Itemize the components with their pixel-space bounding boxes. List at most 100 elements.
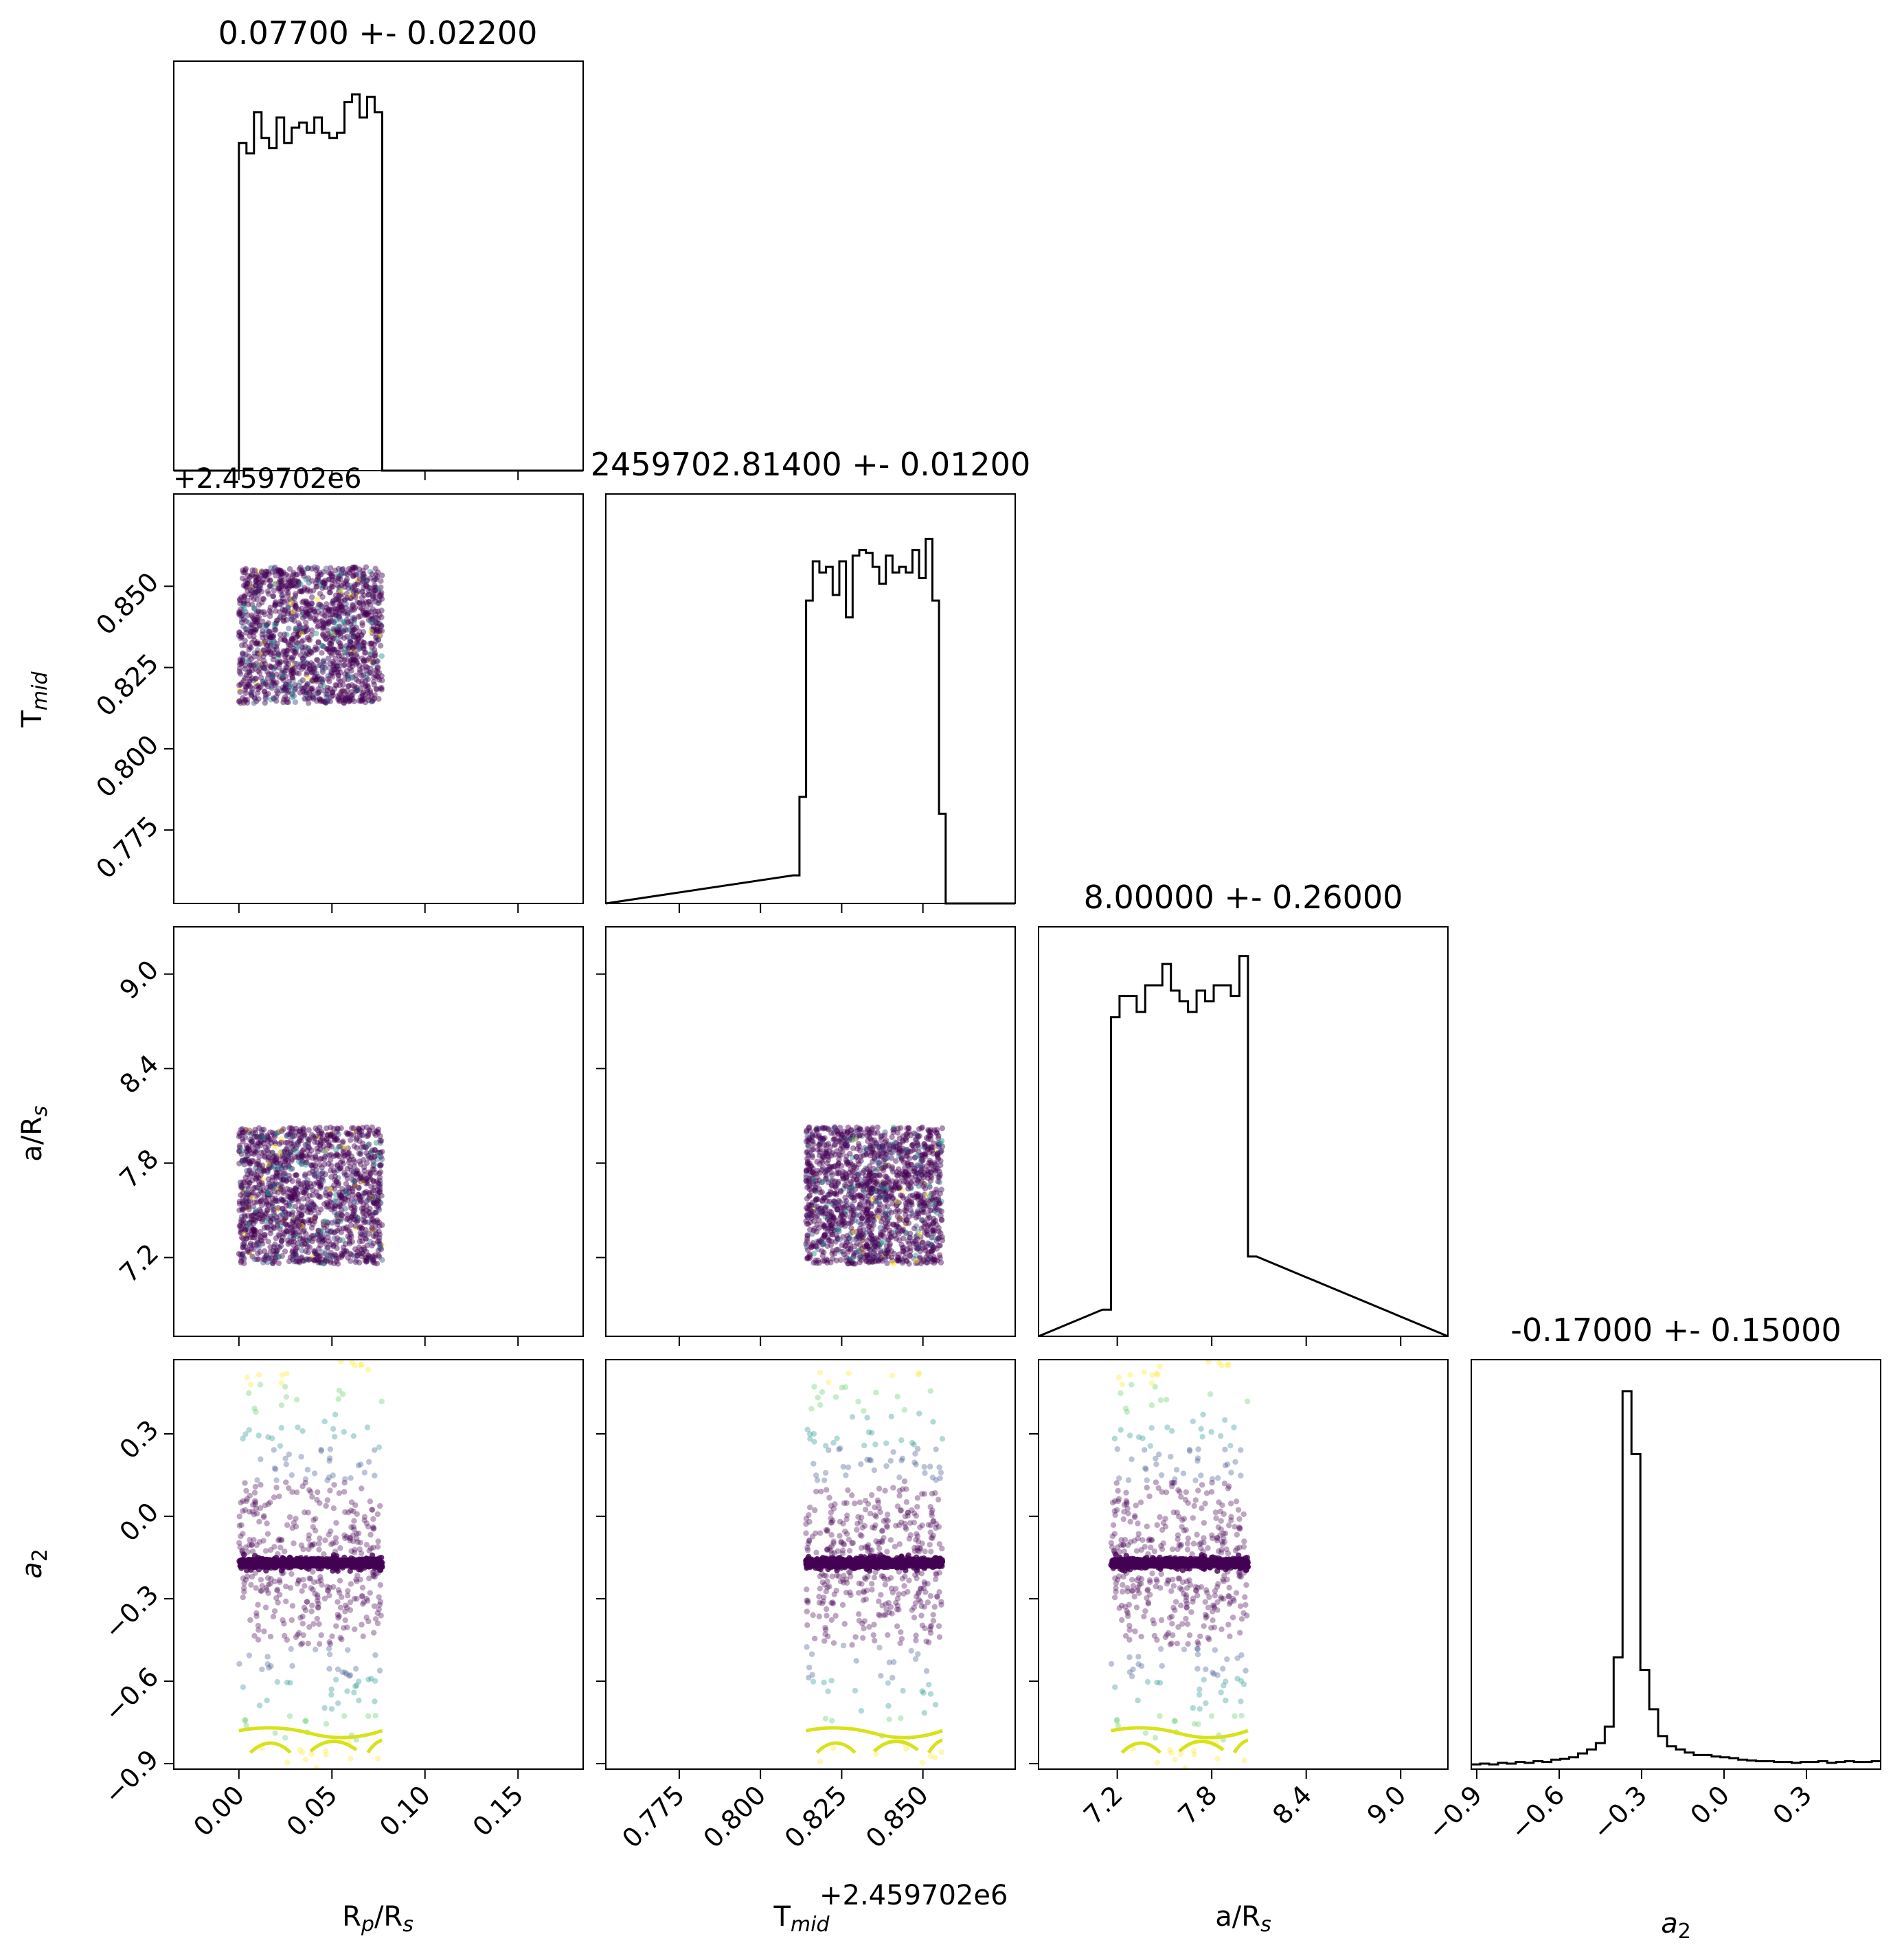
scatter-point — [251, 1511, 258, 1518]
scatter-point — [339, 604, 345, 610]
scatter-point — [256, 609, 262, 615]
scatter-point — [816, 1125, 822, 1132]
scatter-point — [238, 1219, 245, 1226]
scatter-point — [268, 651, 274, 657]
scatter-point — [868, 1232, 875, 1239]
scatter-point — [324, 1219, 331, 1226]
scatter-point — [264, 1201, 270, 1208]
scatter-point — [377, 1149, 384, 1156]
scatter-point — [921, 1151, 928, 1157]
scatter-point — [247, 1492, 253, 1499]
scatter-point — [868, 1190, 874, 1197]
scatter-point — [246, 1168, 253, 1174]
scatter-point — [335, 626, 341, 633]
scatter-point — [938, 1198, 944, 1205]
scatter-point — [285, 639, 291, 645]
scatter-point — [885, 1250, 891, 1256]
scatter-point — [360, 578, 366, 585]
scatter-point — [292, 1230, 299, 1237]
scatter-point — [342, 1241, 349, 1247]
scatter-point — [919, 1172, 925, 1178]
scatter-point — [264, 1207, 271, 1213]
scatter-point — [881, 1180, 887, 1187]
scatter-point — [883, 1243, 890, 1249]
scatter-point — [352, 564, 359, 570]
scatter-point — [823, 1146, 829, 1152]
scatter-point — [806, 1182, 813, 1188]
scatter-point — [838, 1162, 845, 1169]
scatter-point — [256, 1702, 263, 1709]
scatter-point — [357, 1198, 364, 1204]
scatter-point — [302, 695, 308, 702]
scatter-point — [245, 1204, 252, 1210]
scatter-point — [313, 1257, 320, 1263]
scatter-point — [280, 1171, 287, 1178]
scatter-point — [281, 669, 287, 675]
scatter-point — [363, 583, 370, 589]
scatter-point — [850, 1176, 857, 1182]
scatter-point — [919, 1245, 925, 1252]
scatter-point — [272, 581, 278, 587]
scatter-point — [815, 1196, 821, 1202]
scatter-point — [363, 682, 369, 688]
scatter-point — [334, 1129, 340, 1135]
scatter-point — [365, 1209, 372, 1215]
scatter-point — [328, 1200, 335, 1206]
scatter-point — [350, 1216, 356, 1223]
scatter-point — [349, 627, 355, 633]
scatter-point — [896, 1171, 903, 1177]
scatter-point — [337, 630, 344, 636]
scatter-point — [262, 696, 269, 702]
scatter-point — [868, 1143, 874, 1149]
scatter-point — [903, 1230, 909, 1236]
scatter-point — [314, 676, 321, 683]
scatter-point — [333, 636, 339, 642]
scatter-point — [372, 1147, 378, 1154]
scatter-point — [260, 609, 267, 615]
scatter-point — [923, 1203, 930, 1209]
scatter-point — [240, 1129, 246, 1136]
scatter-point — [241, 594, 247, 600]
scatter-point — [242, 1224, 249, 1230]
scatter-point — [356, 1127, 363, 1133]
scatter-point — [356, 1238, 363, 1245]
scatter-point — [290, 641, 296, 648]
scatter-point — [356, 662, 363, 669]
scatter-point — [882, 1156, 888, 1162]
scatter-point — [347, 606, 354, 612]
scatter-point — [291, 595, 297, 602]
scatter-point — [829, 1250, 835, 1257]
scatter-point — [360, 1156, 367, 1163]
scatter-point — [264, 1575, 271, 1582]
scatter-point — [244, 1204, 250, 1211]
scatter-point — [252, 1207, 259, 1213]
scatter-point — [808, 1242, 815, 1248]
scatter-point — [241, 1230, 247, 1237]
scatter-point — [349, 602, 356, 608]
scatter-point — [306, 1193, 313, 1199]
scatter-point — [856, 1230, 863, 1237]
scatter-point — [260, 639, 267, 646]
scatter-point — [352, 1683, 359, 1689]
scatter-point — [378, 584, 384, 591]
scatter-point — [237, 1251, 244, 1258]
scatter-point — [349, 1360, 355, 1366]
scatter-point — [275, 651, 282, 657]
scatter-point — [804, 1160, 811, 1167]
scatter-point — [309, 669, 316, 676]
scatter-point — [864, 1132, 870, 1139]
scatter-point — [863, 1257, 870, 1263]
scatter-point — [872, 1188, 878, 1194]
scatter-point — [272, 1130, 279, 1136]
scatter-point — [251, 596, 257, 603]
scatter-point — [251, 616, 257, 622]
y-tick-label: 0.800 — [90, 729, 164, 803]
scatter-point — [849, 1215, 856, 1222]
scatter-point — [921, 1140, 927, 1147]
scatter-point — [367, 1213, 374, 1219]
scatter-point — [330, 635, 337, 642]
scatter-point — [271, 1494, 277, 1500]
scatter-point — [850, 1228, 857, 1235]
scatter-point — [267, 628, 273, 635]
scatter-point — [333, 1147, 339, 1153]
